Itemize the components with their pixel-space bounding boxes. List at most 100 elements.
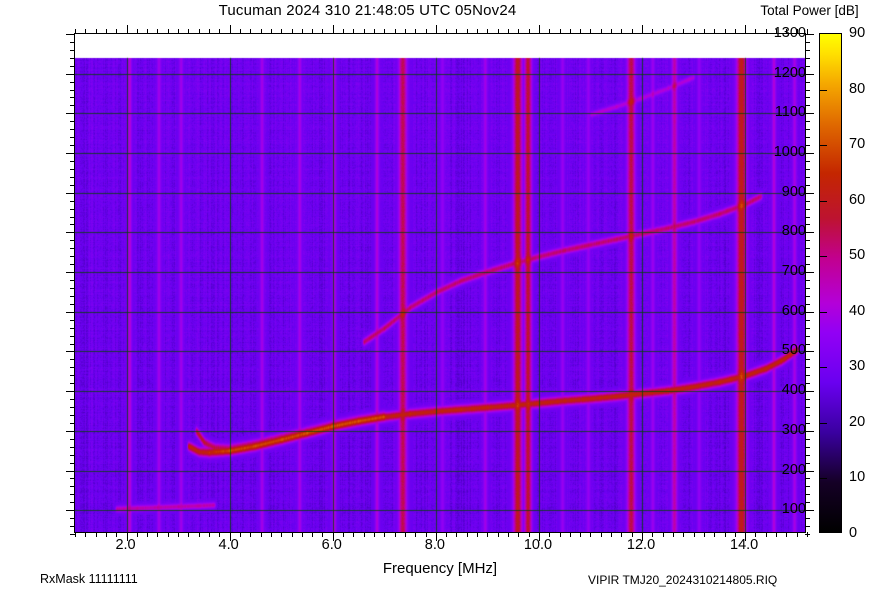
- instrument-file-label: VIPIR TMJ20_2024310214805.RIQ: [588, 573, 778, 587]
- x-minor-tick: [198, 29, 200, 34]
- x-minor-tick: [301, 532, 303, 537]
- y-minor-tick: [70, 145, 75, 147]
- x-minor-tick: [425, 29, 427, 34]
- x-minor-tick: [404, 29, 406, 34]
- ionogram-plot[interactable]: [66, 25, 814, 541]
- y-minor-tick: [805, 319, 810, 321]
- y-minor-tick: [70, 438, 75, 440]
- y-minor-tick: [70, 176, 75, 178]
- x-tick-label: 10.0: [523, 537, 553, 553]
- x-minor-tick: [703, 29, 705, 34]
- x-minor-tick: [312, 29, 314, 34]
- x-minor-tick: [157, 532, 159, 537]
- colorbar-title: Total Power [dB]: [760, 3, 859, 18]
- y-minor-tick: [805, 49, 810, 51]
- colorbar-tick: [820, 89, 827, 91]
- y-minor-tick: [70, 256, 75, 258]
- y-minor-tick: [70, 462, 75, 464]
- y-tick: [66, 430, 75, 432]
- x-minor-tick: [807, 532, 808, 537]
- y-minor-tick: [70, 319, 75, 321]
- y-tick-label: 200: [781, 461, 806, 478]
- colorbar-tick-label: 80: [849, 80, 866, 97]
- x-minor-tick: [569, 532, 571, 537]
- x-minor-tick: [456, 29, 458, 34]
- y-minor-tick: [805, 287, 810, 289]
- x-minor-tick: [755, 532, 757, 537]
- x-tick: [538, 25, 540, 34]
- x-minor-tick: [167, 532, 169, 537]
- y-minor-tick: [70, 208, 75, 210]
- y-minor-tick: [805, 422, 810, 424]
- x-minor-tick: [621, 532, 623, 537]
- x-minor-tick: [807, 29, 808, 34]
- y-tick: [805, 153, 814, 155]
- y-minor-tick: [805, 295, 810, 297]
- y-minor-tick: [805, 176, 810, 178]
- y-minor-tick: [70, 287, 75, 289]
- x-minor-tick: [167, 29, 169, 34]
- y-minor-tick: [70, 327, 75, 329]
- x-minor-tick: [250, 29, 252, 34]
- x-minor-tick: [363, 29, 365, 34]
- y-tick: [66, 391, 75, 393]
- colorbar-tick-label: 20: [849, 413, 866, 430]
- colorbar-tick-label: 50: [849, 247, 866, 264]
- x-minor-tick: [198, 532, 200, 537]
- x-tick: [229, 25, 231, 34]
- x-minor-tick: [714, 532, 716, 537]
- y-minor-tick: [805, 486, 810, 488]
- x-minor-tick: [466, 29, 468, 34]
- y-tick: [66, 232, 75, 234]
- x-minor-tick: [796, 532, 798, 537]
- y-minor-tick: [70, 160, 75, 162]
- y-tick: [805, 351, 814, 353]
- x-minor-tick: [270, 29, 272, 34]
- y-minor-tick: [70, 303, 75, 305]
- y-minor-tick: [805, 343, 810, 345]
- y-minor-tick: [70, 407, 75, 409]
- y-tick: [805, 470, 814, 472]
- x-minor-tick: [384, 532, 386, 537]
- x-minor-tick: [580, 532, 582, 537]
- y-minor-tick: [70, 280, 75, 282]
- y-tick: [66, 73, 75, 75]
- x-minor-tick: [528, 29, 530, 34]
- y-minor-tick: [70, 494, 75, 496]
- y-tick: [805, 232, 814, 234]
- x-tick: [538, 532, 540, 541]
- colorbar[interactable]: [819, 33, 842, 533]
- y-minor-tick: [805, 256, 810, 258]
- x-minor-tick: [178, 532, 180, 537]
- x-minor-tick: [260, 29, 262, 34]
- x-tick-label: 6.0: [321, 537, 342, 553]
- y-minor-tick: [805, 383, 810, 385]
- y-minor-tick: [70, 105, 75, 107]
- x-minor-tick: [487, 29, 489, 34]
- y-tick-label: 1100: [774, 104, 806, 121]
- x-minor-tick: [301, 29, 303, 34]
- x-tick: [126, 532, 128, 541]
- x-minor-tick: [714, 29, 716, 34]
- colorbar-tick: [820, 311, 827, 313]
- x-minor-tick: [95, 29, 97, 34]
- page-title: Tucuman 2024 310 21:48:05 UTC 05Nov24: [218, 2, 517, 19]
- x-minor-tick: [75, 29, 76, 34]
- x-minor-tick: [786, 532, 788, 537]
- y-tick-label: 1000: [773, 144, 806, 161]
- y-minor-tick: [70, 168, 75, 170]
- colorbar-tick-label: 0: [849, 525, 858, 541]
- x-minor-tick: [373, 29, 375, 34]
- rxmask-label: RxMask 11111111: [40, 572, 138, 586]
- colorbar-tick: [820, 367, 827, 369]
- y-minor-tick: [805, 414, 810, 416]
- x-minor-tick: [765, 29, 767, 34]
- x-tick: [435, 25, 437, 34]
- y-minor-tick: [70, 359, 75, 361]
- y-minor-tick: [70, 414, 75, 416]
- colorbar-gradient: [820, 34, 841, 532]
- x-minor-tick: [724, 532, 726, 537]
- y-minor-tick: [805, 494, 810, 496]
- x-minor-tick: [105, 532, 107, 537]
- x-minor-tick: [322, 532, 324, 537]
